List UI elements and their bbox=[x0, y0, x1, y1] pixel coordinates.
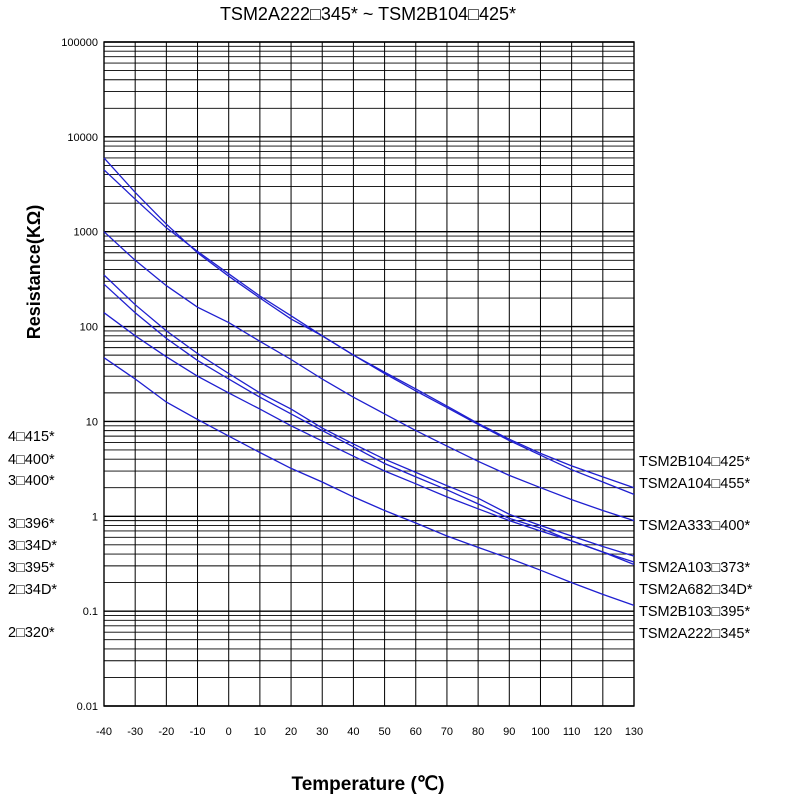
series-line bbox=[103, 312, 635, 566]
x-tick-label: 20 bbox=[285, 726, 297, 738]
plot-frame bbox=[103, 41, 635, 707]
x-tick-label: 60 bbox=[410, 726, 422, 738]
series-label: TSM2A104□455* bbox=[639, 476, 750, 492]
left-series-label: 4□415* bbox=[8, 429, 55, 445]
x-tick-label: 50 bbox=[378, 726, 390, 738]
x-tick-label: 0 bbox=[226, 726, 232, 738]
y-tick-label: 0.01 bbox=[77, 701, 98, 713]
y-tick-label: 1000 bbox=[74, 227, 98, 239]
y-tick-label: 1 bbox=[92, 511, 98, 523]
series-line bbox=[103, 274, 635, 557]
x-tick-label: 40 bbox=[347, 726, 359, 738]
series-label: TSM2B103□395* bbox=[639, 604, 750, 620]
series-label: TSM2A682□34D* bbox=[639, 582, 753, 598]
x-tick-label: -30 bbox=[127, 726, 143, 738]
y-axis-label: Resistance(KΩ) bbox=[24, 205, 44, 339]
x-tick-label: 30 bbox=[316, 726, 328, 738]
series-line bbox=[103, 283, 635, 563]
y-tick-labels: 0.01 0.1 1 10 100 1000 10000 100000 bbox=[61, 37, 98, 713]
x-tick-label: -40 bbox=[96, 726, 112, 738]
left-series-label: 3□396* bbox=[8, 516, 55, 532]
y-tick-label: 0.1 bbox=[83, 606, 98, 618]
x-tick-label: 90 bbox=[503, 726, 515, 738]
y-tick-label: 100000 bbox=[61, 37, 98, 49]
y-tick-label: 10 bbox=[86, 416, 98, 428]
left-series-label: 3□395* bbox=[8, 560, 55, 576]
grid bbox=[103, 41, 635, 707]
left-series-label: 2□320* bbox=[8, 625, 55, 641]
x-axis-label: Temperature (℃) bbox=[292, 774, 445, 795]
series-label: TSM2B104□425* bbox=[639, 454, 750, 470]
chart-title: TSM2A222□345* ~ TSM2B104□425* bbox=[220, 4, 516, 24]
x-tick-label: 10 bbox=[254, 726, 266, 738]
left-series-label: 3□34D* bbox=[8, 538, 57, 554]
series-lines bbox=[103, 157, 635, 607]
series-line bbox=[103, 157, 635, 489]
y-tick-label: 10000 bbox=[67, 132, 98, 144]
x-tick-label: 110 bbox=[563, 726, 581, 738]
series-label: TSM2A333□400* bbox=[639, 518, 750, 534]
series-line bbox=[103, 231, 635, 522]
x-tick-label: 80 bbox=[472, 726, 484, 738]
left-series-label: 3□400* bbox=[8, 473, 55, 489]
x-tick-label: 100 bbox=[531, 726, 549, 738]
left-cropped-labels: 4□415* 4□400* 3□400* 3□396* 3□34D* 3□395* 2□34… bbox=[8, 429, 57, 641]
series-label: TSM2A222□345* bbox=[639, 626, 750, 642]
series-label: TSM2A103□373* bbox=[639, 560, 750, 576]
y-tick-label: 100 bbox=[80, 322, 98, 334]
series-labels: TSM2B104□425* TSM2A104□455* TSM2A333□400* T… bbox=[639, 454, 753, 642]
x-tick-label: 70 bbox=[441, 726, 453, 738]
series-line bbox=[103, 357, 635, 607]
x-tick-label: 130 bbox=[625, 726, 643, 738]
left-series-label: 4□400* bbox=[8, 452, 55, 468]
x-tick-label: 120 bbox=[594, 726, 612, 738]
x-tick-label: -20 bbox=[158, 726, 174, 738]
x-tick-label: -10 bbox=[190, 726, 206, 738]
left-series-label: 2□34D* bbox=[8, 582, 57, 598]
x-tick-labels: -40 -30 -20 -10 0 10 20 30 40 50 60 70 80 90 100 110 120… bbox=[96, 726, 643, 738]
series-line bbox=[103, 169, 635, 496]
